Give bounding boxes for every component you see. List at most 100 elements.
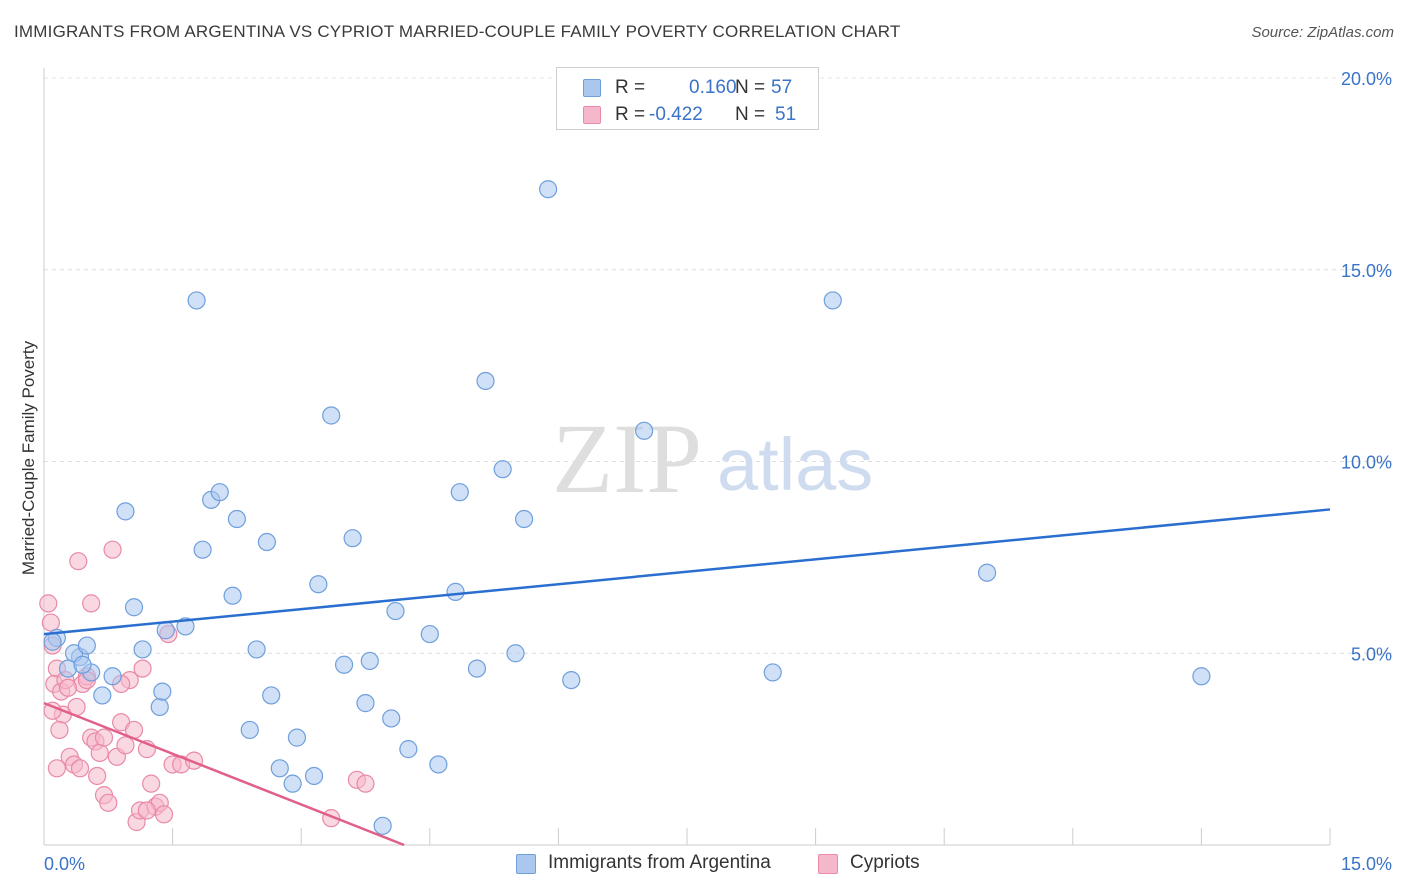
- argentina-point: [193, 540, 212, 559]
- argentina-point: [270, 759, 289, 778]
- source-label: Source: ZipAtlas.com: [1251, 24, 1394, 41]
- argentina-point: [1192, 667, 1211, 686]
- argentina-point: [977, 563, 997, 582]
- cypriot-point: [82, 594, 101, 613]
- argentina-point: [103, 667, 122, 686]
- argentina-point: [176, 617, 195, 636]
- argentina-point: [450, 483, 469, 502]
- cypriot-point: [103, 540, 122, 559]
- argentina-point: [356, 694, 375, 713]
- y-axis-label: Married-Couple Family Poverty: [19, 340, 38, 575]
- trendlines: [43, 508, 1331, 847]
- argentina-point: [506, 644, 525, 663]
- argentina-point: [493, 460, 512, 479]
- argentina-point: [420, 624, 439, 644]
- argentina-point: [360, 651, 379, 671]
- legend-r-label: R =: [615, 104, 646, 125]
- argentina-point: [133, 640, 152, 659]
- cypriot-point: [133, 659, 152, 678]
- cypriot-point: [356, 774, 375, 793]
- cypriot-point: [90, 743, 109, 763]
- argentina-point: [210, 483, 229, 502]
- legend-n-value: 51: [775, 104, 797, 125]
- correlation-legend: R = 0.160 N = 57 R = -0.422 N = 51: [556, 67, 819, 130]
- argentina-point: [287, 728, 307, 747]
- argentina-point: [562, 670, 581, 690]
- cypriots-points: [39, 540, 375, 832]
- argentina-point: [93, 686, 112, 705]
- bottom-legend-label: Immigrants from Argentina: [548, 852, 771, 873]
- bottom-legend-swatch-blue: [516, 854, 536, 874]
- bottom-legend-swatch-pink: [818, 854, 838, 874]
- argentina-point: [257, 532, 277, 552]
- argentina-point: [823, 291, 842, 310]
- argentina-point: [515, 509, 534, 529]
- argentina-point: [429, 755, 448, 774]
- tick-labels: 5.0% 10.0% 15.0% 20.0% 0.0% 15.0%: [44, 69, 1392, 874]
- cypriot-point: [70, 759, 90, 778]
- argentina-trendline: [43, 508, 1331, 636]
- y-tick-label: 5.0%: [1351, 644, 1392, 664]
- cypriot-point: [88, 766, 107, 786]
- argentina-point: [476, 371, 495, 391]
- x-tick-label: 15.0%: [1341, 854, 1392, 874]
- argentina-point: [322, 406, 341, 425]
- legend-n-label: N =: [735, 104, 766, 125]
- argentina-point: [635, 421, 654, 440]
- watermark-atlas: atlas: [717, 423, 873, 506]
- cypriot-point: [116, 736, 135, 755]
- cypriot-point: [142, 774, 161, 793]
- argentina-point: [156, 621, 175, 640]
- cypriot-point: [39, 594, 58, 613]
- argentina-point: [223, 586, 242, 605]
- argentina-point: [187, 291, 206, 310]
- argentina-point: [153, 682, 172, 701]
- argentina-point: [399, 740, 418, 759]
- argentina-point: [240, 720, 259, 740]
- argentina-point: [309, 575, 328, 594]
- chart-title: IMMIGRANTS FROM ARGENTINA VS CYPRIOT MAR…: [14, 22, 901, 41]
- argentina-point: [283, 774, 302, 793]
- watermark-zip: ZIP: [552, 403, 702, 514]
- legend-r-value: 0.160: [689, 77, 737, 98]
- argentina-point: [343, 529, 362, 548]
- argentina-point: [382, 709, 401, 728]
- cypriot-point: [99, 793, 118, 812]
- cypriot-point: [58, 678, 78, 697]
- argentina-point: [539, 180, 558, 199]
- y-tick-label: 15.0%: [1341, 261, 1392, 281]
- argentina-point: [386, 601, 405, 621]
- argentina-points: [43, 180, 1211, 835]
- cypriot-trendline: [43, 701, 405, 847]
- cypriot-point: [69, 552, 88, 571]
- legend-n-value: 57: [771, 77, 793, 98]
- x-tick-label: 0.0%: [44, 854, 85, 874]
- argentina-point: [247, 640, 266, 659]
- legend-n-label: N =: [735, 77, 766, 98]
- argentina-point: [467, 659, 487, 678]
- argentina-point: [763, 663, 782, 682]
- legend-row-argentina: R = 0.160 N = 57: [557, 73, 818, 101]
- legend-swatch-pink: [583, 106, 601, 124]
- y-tick-label: 20.0%: [1341, 69, 1392, 89]
- argentina-point: [150, 697, 169, 717]
- argentina-point: [304, 766, 324, 786]
- y-tick-label: 10.0%: [1341, 453, 1392, 473]
- cypriot-point: [41, 613, 60, 632]
- cypriot-point: [47, 759, 66, 778]
- argentina-point: [334, 655, 354, 674]
- argentina-point: [116, 502, 135, 521]
- cypriot-point: [154, 805, 174, 824]
- bottom-legend-label: Cypriots: [850, 852, 920, 873]
- cypriot-point: [94, 728, 114, 747]
- cypriot-point: [50, 720, 69, 740]
- argentina-point: [124, 598, 144, 617]
- legend-row-cypriots: R = -0.422 N = 51: [557, 100, 818, 128]
- argentina-point: [77, 636, 96, 655]
- legend-swatch-blue: [583, 79, 601, 97]
- axes: [43, 68, 1331, 846]
- argentina-point: [73, 655, 92, 674]
- argentina-point: [446, 582, 465, 601]
- cypriot-point: [137, 801, 156, 820]
